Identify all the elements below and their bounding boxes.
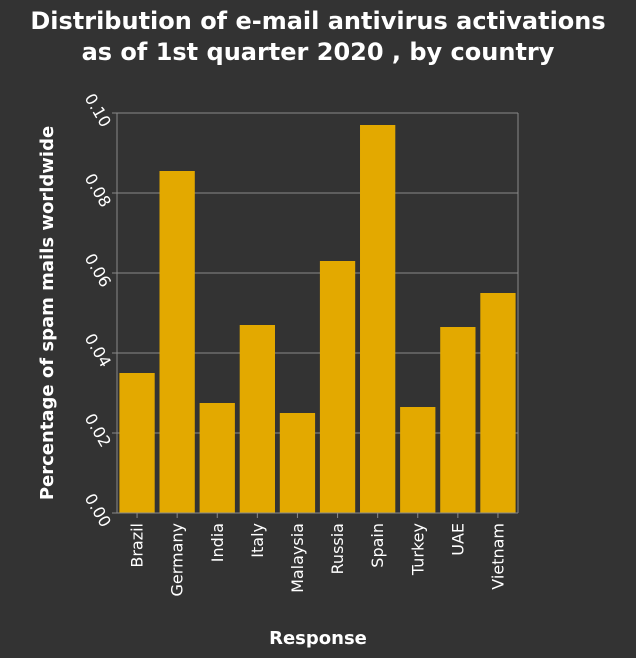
x-tick-label-india: India [208, 523, 227, 562]
y-tick-label: 0.02 [81, 410, 115, 450]
x-tick-label-uae: UAE [448, 523, 467, 556]
x-axis-title: Response [269, 628, 367, 649]
x-tick-label-germany: Germany [168, 523, 187, 597]
bar-germany [160, 171, 195, 513]
y-tick-label: 0.08 [81, 170, 115, 210]
x-tick-labels: Brazil Germany India Italy Malaysia Russia Spa… [128, 523, 508, 597]
bars [119, 125, 515, 513]
x-tick-label-italy: Italy [248, 523, 267, 558]
x-tick-label-brazil: Brazil [128, 523, 147, 568]
x-tick-label-spain: Spain [368, 523, 387, 568]
x-tick-label-vietnam: Vietnam [488, 523, 507, 590]
bar-spain [360, 125, 395, 513]
bar-russia [320, 261, 355, 513]
y-tick-label: 0.10 [81, 90, 115, 130]
x-tick-label-turkey: Turkey [408, 523, 427, 576]
y-axis-title: Percentage of spam mails worldwide [37, 126, 58, 500]
y-tick-label: 0.06 [81, 250, 115, 290]
bar-brazil [119, 373, 154, 513]
x-tick-label-russia: Russia [328, 523, 347, 574]
bar-malaysia [280, 413, 315, 513]
bar-uae [440, 327, 475, 513]
bar-turkey [400, 407, 435, 513]
y-tick-label: 0.00 [81, 490, 115, 530]
bar-india [200, 403, 235, 513]
y-tick-label: 0.04 [81, 330, 115, 370]
y-tick-labels: 0.00 0.02 0.04 0.06 0.08 0.10 [81, 90, 115, 530]
bar-vietnam [480, 293, 515, 513]
bar-italy [240, 325, 275, 513]
x-tick-label-malaysia: Malaysia [288, 523, 307, 593]
